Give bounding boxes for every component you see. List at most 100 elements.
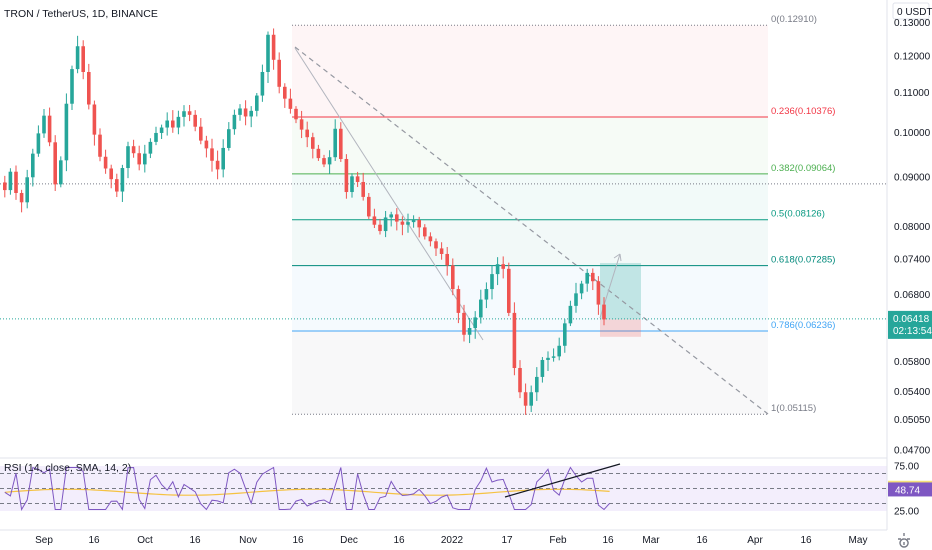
candle-body: [557, 345, 561, 357]
candle-body: [92, 104, 97, 135]
candle: [518, 360, 522, 399]
candle-body: [47, 115, 52, 143]
candle-body: [227, 129, 231, 148]
candle-body: [221, 147, 225, 170]
last-price-value: 0.06418: [893, 314, 930, 325]
candle: [238, 104, 242, 121]
candle: [339, 122, 343, 162]
candle-body: [428, 236, 433, 242]
candle-body: [148, 141, 153, 154]
candle: [271, 28, 276, 70]
candle-body: [154, 132, 158, 142]
candle: [445, 246, 449, 276]
candle-body: [327, 157, 332, 165]
candle: [591, 268, 595, 291]
rsi-tick-label: 75.00: [894, 462, 919, 473]
candle-body: [434, 241, 438, 249]
candle: [255, 92, 259, 117]
candle-body: [36, 133, 41, 154]
dashed-trendline: [294, 46, 769, 415]
candle: [159, 124, 164, 139]
candle-body: [249, 110, 253, 117]
candle: [53, 135, 57, 192]
time-tick-label: 16: [696, 535, 708, 546]
candle-body: [176, 116, 181, 128]
candle: [574, 282, 578, 313]
time-tick-label: Sep: [35, 535, 53, 546]
candle-body: [490, 274, 494, 290]
candle: [535, 367, 539, 401]
candle: [3, 175, 7, 198]
candle-body: [126, 146, 130, 169]
candle: [277, 52, 281, 94]
price-tick-label: 0.10000: [894, 128, 931, 139]
time-tick-label: Oct: [137, 535, 153, 546]
candle: [400, 216, 405, 236]
candle-body: [98, 134, 102, 157]
candle-body: [467, 328, 472, 335]
candle: [495, 257, 500, 286]
candle-body: [283, 86, 287, 99]
candle: [126, 141, 130, 179]
candle-body: [602, 304, 606, 320]
candle-body: [14, 171, 18, 193]
candle: [266, 31, 270, 83]
candle: [249, 106, 253, 128]
candle-body: [473, 317, 477, 329]
candle: [563, 319, 567, 353]
currency-label: 0 USDT: [897, 7, 932, 18]
candle: [322, 154, 326, 168]
candle: [64, 93, 69, 172]
price-tick-label: 0.11000: [894, 88, 930, 99]
candle: [568, 300, 573, 327]
fib-zone: [292, 117, 768, 174]
candle: [484, 282, 489, 309]
candle: [92, 100, 97, 146]
candle: [182, 105, 186, 127]
candle-body: [159, 127, 164, 133]
time-tick-label: 16: [292, 535, 304, 546]
candle-body: [109, 168, 113, 180]
candle: [333, 119, 337, 161]
candle: [59, 156, 63, 188]
candle: [70, 65, 74, 111]
candle-body: [551, 356, 556, 358]
candle-body: [535, 376, 539, 393]
candle-body: [350, 176, 354, 193]
candle: [42, 108, 46, 138]
fib-zone: [292, 265, 768, 331]
chart-title: TRON / TetherUS, 1D, BINANCE: [4, 8, 158, 20]
candle: [154, 126, 158, 146]
fib-level-label: 0.618(0.07285): [771, 255, 835, 266]
candle: [467, 317, 472, 344]
candle-body: [512, 312, 517, 368]
candle-body: [210, 148, 214, 161]
time-tick-label: Apr: [747, 535, 763, 546]
candle-body: [103, 156, 108, 169]
candle-body: [3, 182, 7, 191]
candle: [187, 104, 192, 122]
candle: [378, 218, 382, 235]
candle-body: [299, 119, 304, 130]
candle: [47, 107, 52, 147]
candle-body: [232, 114, 237, 130]
fib-level-label: 0.786(0.06236): [771, 320, 835, 331]
candle-body: [372, 216, 377, 225]
candle-body: [260, 71, 265, 96]
fib-zone: [292, 219, 768, 266]
candle-body: [423, 227, 427, 237]
candle-body: [143, 153, 147, 165]
candle-body: [64, 103, 69, 161]
candle: [87, 63, 91, 110]
candle-body: [42, 115, 46, 134]
price-tick-label: 0.05400: [894, 387, 931, 398]
candle-body: [70, 69, 74, 104]
time-tick-label: Dec: [340, 535, 358, 546]
candle: [462, 304, 466, 342]
price-tick-label: 0.08000: [894, 222, 931, 233]
candle: [344, 154, 349, 199]
price-tick-label: 0.09000: [894, 172, 931, 183]
candle-body: [400, 221, 405, 225]
candle-body: [120, 168, 125, 192]
